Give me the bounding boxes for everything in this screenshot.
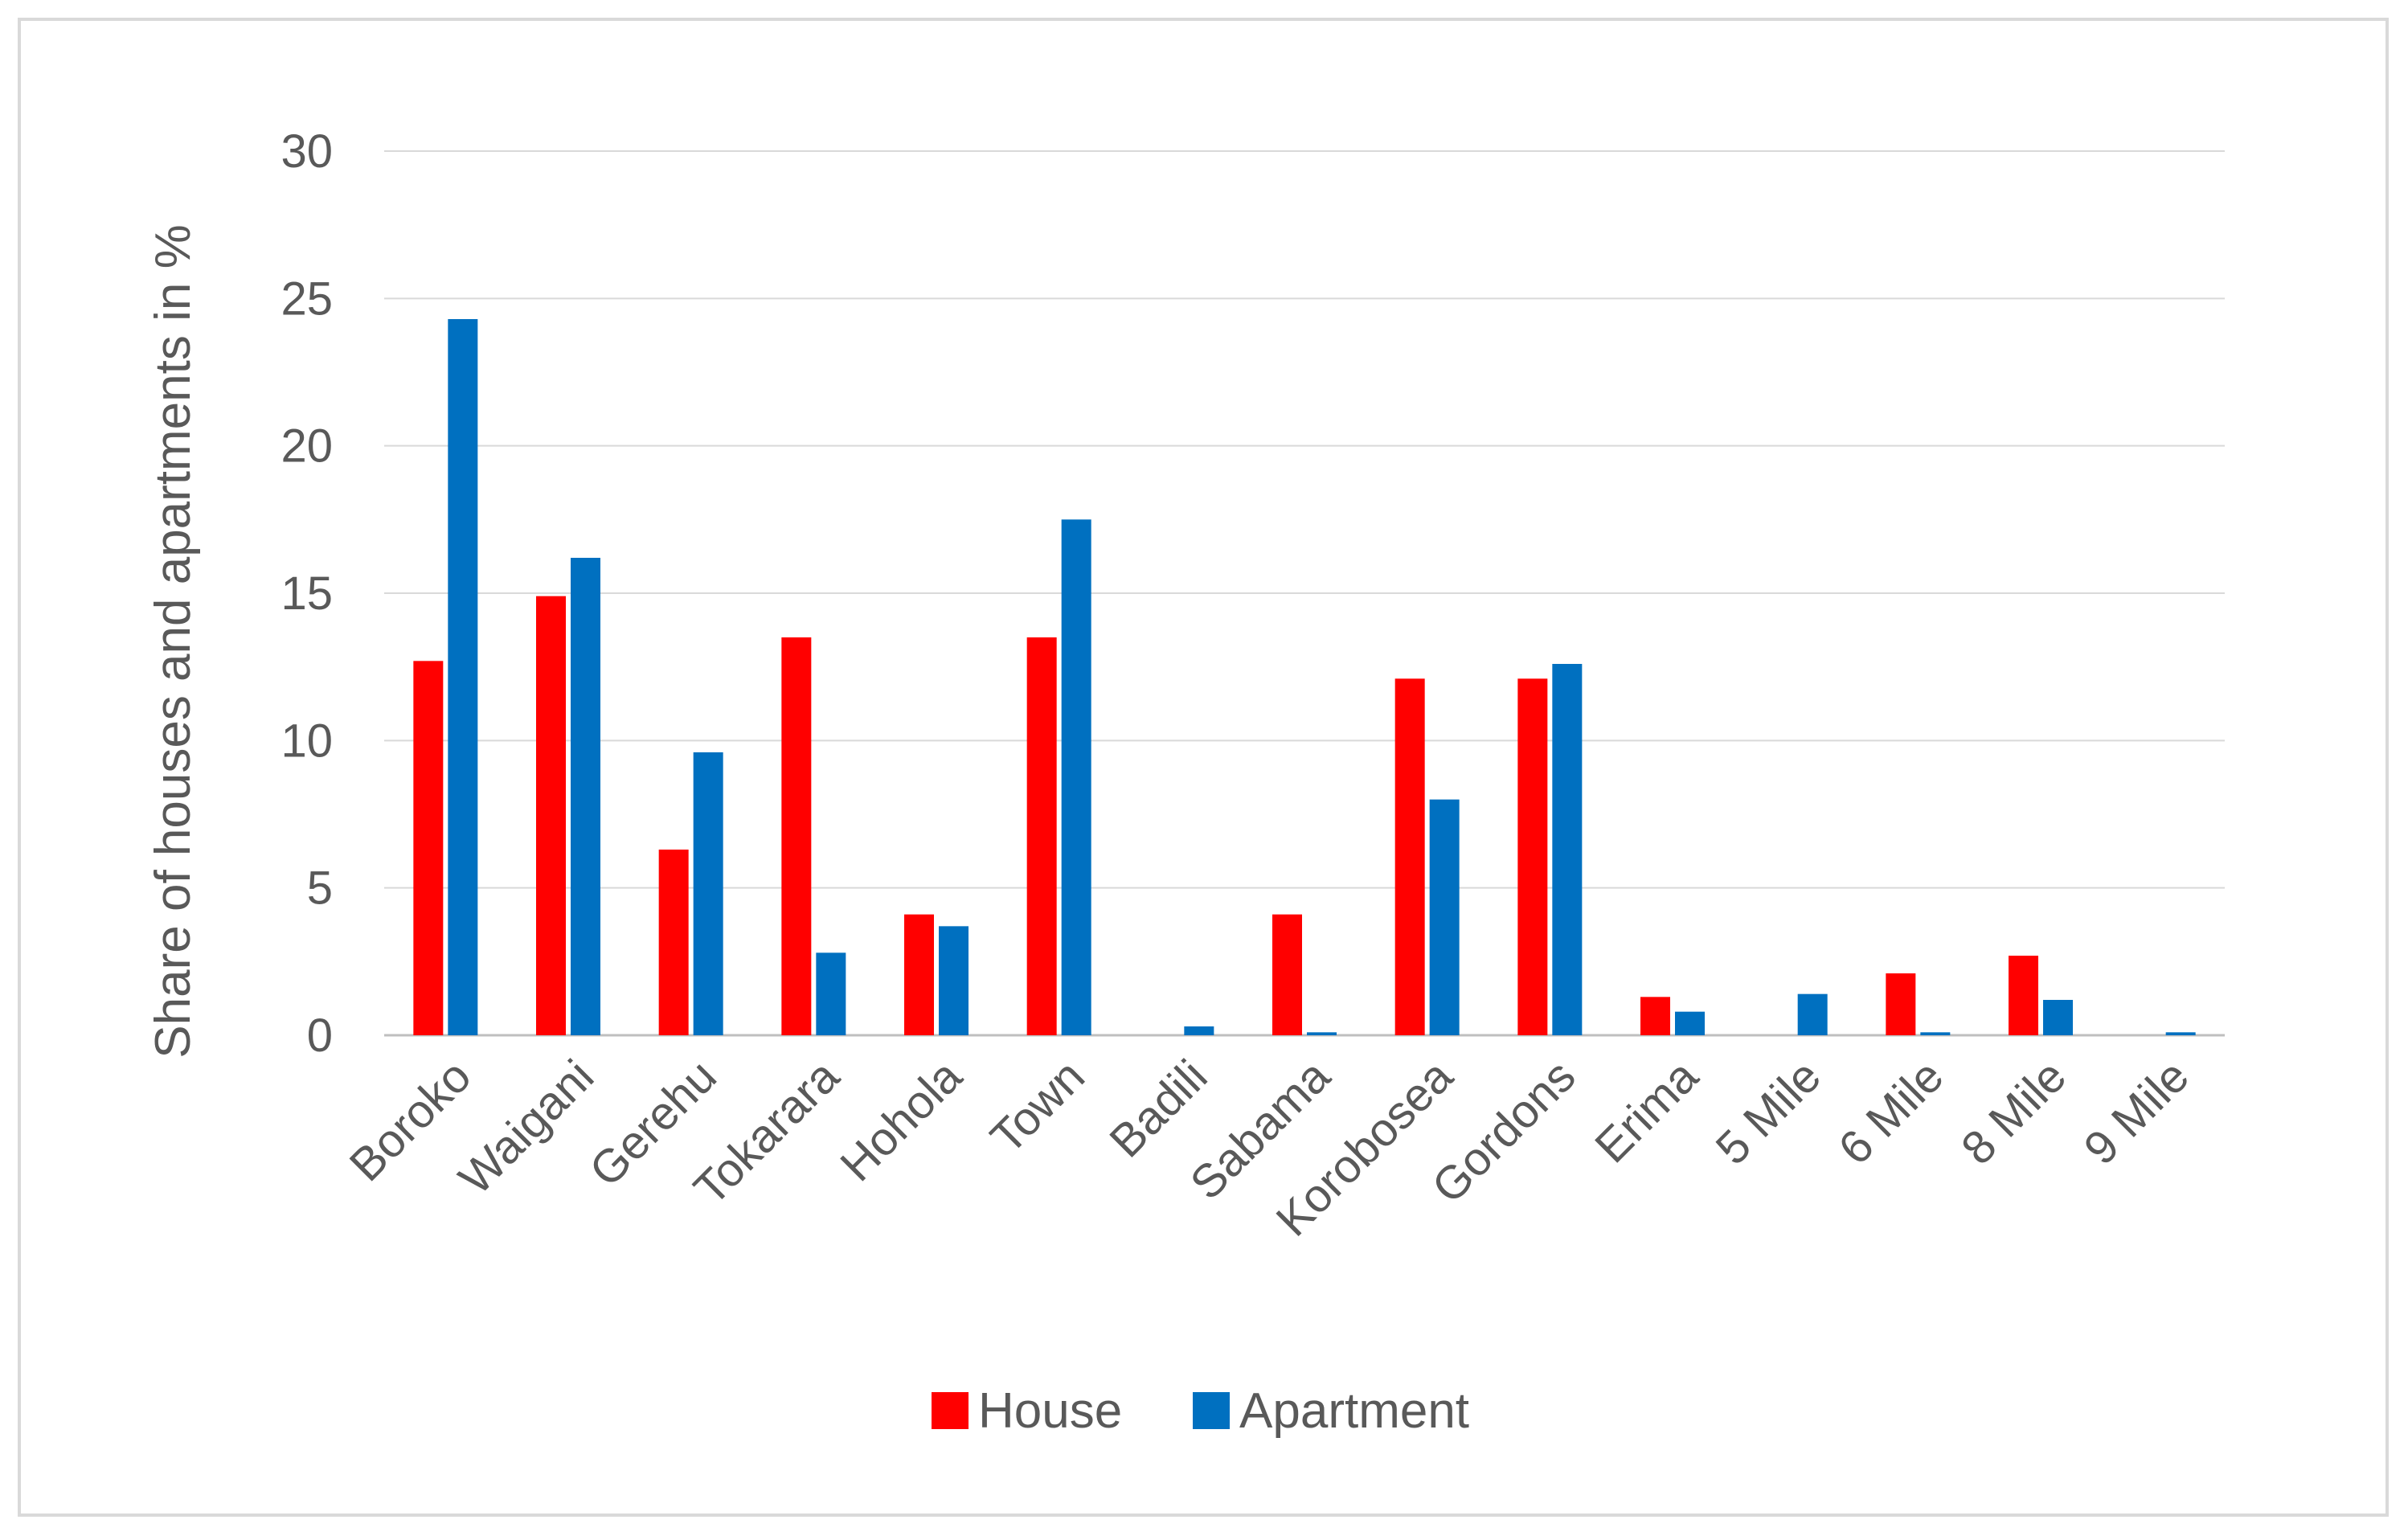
x-tick-label: 8 Mile xyxy=(1951,1050,2076,1174)
bar-apartment xyxy=(2165,1032,2196,1035)
bar-apartment xyxy=(1307,1032,1337,1035)
bars xyxy=(413,319,2196,1035)
bar-apartment xyxy=(693,752,723,1035)
legend-label-apartment: Apartment xyxy=(1239,1383,1469,1439)
legend: House Apartment xyxy=(932,1383,1469,1439)
bar-apartment xyxy=(571,558,600,1035)
x-tick-label: 5 Mile xyxy=(1706,1050,1830,1174)
y-axis-title: Share of houses and apartments in % xyxy=(145,224,201,1058)
y-tick-label: 0 xyxy=(307,1010,333,1062)
y-tick-label: 5 xyxy=(307,862,333,915)
bar-house xyxy=(1886,973,1916,1035)
y-axis-ticks: 0 5 10 15 20 25 30 xyxy=(281,125,333,1062)
bar-house xyxy=(2009,956,2038,1035)
legend-swatch-apartment xyxy=(1193,1392,1230,1429)
y-tick-label: 15 xyxy=(281,567,333,620)
bar-apartment xyxy=(816,952,846,1035)
bar-apartment xyxy=(939,926,969,1035)
bar-apartment xyxy=(1920,1032,1951,1035)
bar-house xyxy=(904,914,934,1035)
bar-house xyxy=(781,637,812,1035)
x-tick-label: 9 Mile xyxy=(2074,1050,2198,1174)
legend-label-house: House xyxy=(978,1383,1122,1439)
x-tick-label: Hohola xyxy=(830,1050,972,1191)
bar-house xyxy=(413,661,444,1035)
bar-apartment xyxy=(1061,519,1091,1035)
bar-apartment xyxy=(448,319,478,1035)
bar-house xyxy=(1517,678,1548,1035)
x-tick-label: Waigani xyxy=(449,1050,604,1205)
y-tick-label: 25 xyxy=(281,272,333,325)
bar-chart: 0 5 10 15 20 25 30 BorokoWaiganiGerehuTokarara… xyxy=(145,125,2225,1439)
gridlines xyxy=(384,150,2225,1037)
y-tick-label: 10 xyxy=(281,715,333,767)
x-tick-label: Badili xyxy=(1100,1050,1217,1167)
bar-house xyxy=(1026,637,1057,1035)
bar-house xyxy=(658,850,689,1035)
bar-apartment xyxy=(1797,993,1828,1035)
bar-house xyxy=(536,596,566,1035)
chart-frame: 0 5 10 15 20 25 30 Boroko Waigani Gerehu Tokarara… xyxy=(18,18,2389,1517)
bar-house xyxy=(1272,914,1302,1035)
legend-swatch-house xyxy=(932,1392,969,1429)
bar-house xyxy=(1394,678,1425,1035)
bar-apartment xyxy=(1184,1026,1214,1035)
bar-house xyxy=(1640,997,1670,1035)
x-tick-label: 6 Mile xyxy=(1829,1050,1953,1174)
bar-apartment xyxy=(2043,1000,2073,1035)
bar-apartment xyxy=(1552,664,1583,1035)
y-tick-label: 20 xyxy=(281,420,333,473)
x-tick-label: Erima xyxy=(1585,1050,1709,1174)
bar-apartment xyxy=(1429,799,1460,1035)
x-tick-label: Town xyxy=(981,1050,1095,1164)
y-tick-label: 30 xyxy=(281,125,333,178)
bar-apartment xyxy=(1675,1011,1705,1035)
